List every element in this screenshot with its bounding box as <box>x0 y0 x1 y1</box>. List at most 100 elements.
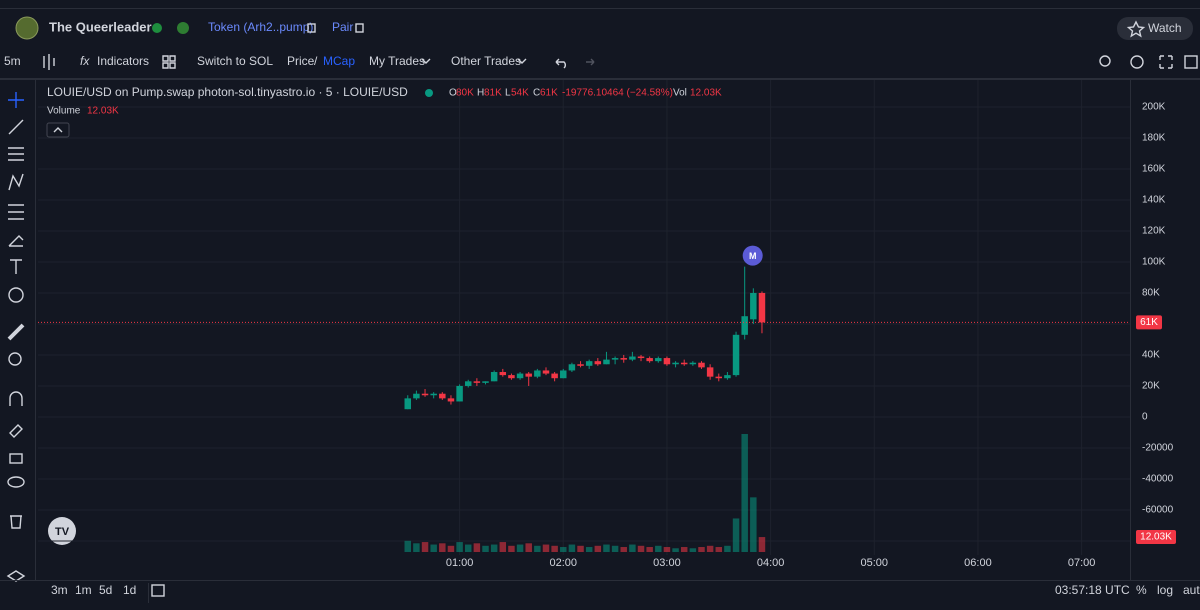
visibility-tool[interactable] <box>7 476 25 488</box>
redo[interactable] <box>586 58 595 66</box>
y-tick-label: -40000 <box>1142 474 1174 485</box>
candle-body <box>482 381 489 383</box>
last-price-tag <box>1136 315 1162 330</box>
crosshair-tool[interactable] <box>8 92 24 108</box>
range-button[interactable]: 5d <box>99 583 112 597</box>
volume-bar <box>482 545 489 552</box>
mcap-toggle[interactable]: MCap <box>323 54 355 68</box>
candle-body <box>672 362 679 365</box>
volume-bar <box>620 547 627 552</box>
chevron <box>53 127 63 133</box>
layout-icon[interactable] <box>162 55 176 69</box>
candle-body <box>430 393 437 396</box>
snapshot-icon[interactable] <box>1184 55 1198 69</box>
candle-body <box>663 358 671 365</box>
pattern-tool[interactable] <box>8 173 24 191</box>
copy-icon[interactable] <box>355 23 364 33</box>
volume-bar <box>741 434 748 552</box>
fullscreen-icon[interactable] <box>1159 55 1173 69</box>
draw-mode-tool[interactable] <box>9 424 23 438</box>
volume-bar <box>464 544 472 552</box>
line-tool[interactable] <box>8 119 24 135</box>
candle-body <box>499 372 507 376</box>
zoom-tool[interactable] <box>8 352 22 366</box>
token-link[interactable]: Token (Arh2..pump) <box>208 20 313 34</box>
volume-bar <box>499 542 507 552</box>
undo[interactable] <box>555 58 566 69</box>
settings-icon[interactable] <box>1130 55 1144 69</box>
y-tick-label: 20K <box>1142 381 1160 392</box>
legend-vol-key: Vol <box>673 88 687 99</box>
chevron <box>421 58 431 64</box>
emoji-tool[interactable] <box>8 287 24 303</box>
volume-bar <box>568 544 576 552</box>
x-tick-label: 06:00 <box>964 557 992 569</box>
candle-body <box>680 362 688 365</box>
candle-body <box>611 358 619 360</box>
interval[interactable]: 5m <box>4 54 21 68</box>
y-tick-label: 200K <box>1142 102 1166 113</box>
y-tick-label: 120K <box>1142 226 1166 237</box>
range-button[interactable]: 3m <box>51 583 68 597</box>
magnet-tool[interactable] <box>9 391 23 406</box>
y-tick-label: 140K <box>1142 195 1166 206</box>
candle-body <box>741 316 748 335</box>
volume-bar <box>594 545 602 552</box>
volume-bar <box>655 545 662 552</box>
my-trades[interactable]: My Trades <box>369 54 425 68</box>
legend-vol-label: 12.03K <box>690 88 722 99</box>
date-range-icon[interactable] <box>151 584 165 597</box>
watch-label[interactable]: Watch <box>1148 21 1182 35</box>
volume-bar <box>689 548 697 552</box>
indicators[interactable]: Indicators <box>97 54 149 68</box>
candle-body <box>464 381 472 386</box>
forecast-tool[interactable] <box>8 204 24 220</box>
log-toggle[interactable]: log <box>1157 583 1173 597</box>
volume-bar <box>447 545 455 552</box>
candles-icon[interactable] <box>43 54 55 70</box>
candle-body <box>508 375 515 379</box>
other-trades[interactable]: Other Trades <box>451 54 521 68</box>
legend-open-label: 80K <box>456 88 474 99</box>
auto-toggle[interactable]: auto <box>1183 583 1200 597</box>
volume-bar <box>534 545 541 552</box>
volume-bar <box>551 545 558 552</box>
percent-toggle[interactable]: % <box>1136 583 1147 597</box>
trade-marker[interactable] <box>742 245 763 266</box>
logo-mark: TV <box>55 526 70 538</box>
volume-bar <box>750 497 757 552</box>
price-toggle[interactable]: Price <box>287 54 315 68</box>
lock-tool[interactable] <box>9 453 23 464</box>
volume-bar <box>758 537 766 552</box>
legend-open-key: O <box>449 88 457 99</box>
brush-tool[interactable] <box>8 235 24 247</box>
range-button[interactable]: 1m <box>75 583 92 597</box>
text-tool[interactable] <box>10 259 22 274</box>
range-button[interactable]: 1d <box>123 583 136 597</box>
clock: 03:57:18 UTC <box>1055 583 1130 597</box>
pair-link[interactable]: Pair <box>332 20 353 34</box>
fib-tool[interactable] <box>8 147 24 161</box>
collapse-button[interactable] <box>46 122 70 138</box>
legend-high-key: H <box>477 88 484 99</box>
volume-bar <box>646 547 653 552</box>
legend-close-label: 61K <box>540 88 558 99</box>
divider <box>0 580 1200 581</box>
search-icon[interactable] <box>1099 55 1111 67</box>
candle-body <box>551 373 558 379</box>
volume-bar <box>516 544 524 552</box>
delete-tool[interactable] <box>10 515 22 529</box>
switch-currency[interactable]: Switch to SOL <box>197 54 273 68</box>
ruler-tool[interactable] <box>7 323 25 341</box>
price-axis-border <box>1130 80 1131 580</box>
fx-icon[interactable]: fx <box>80 54 90 68</box>
volume-bar <box>560 547 567 552</box>
candle-body <box>456 385 463 402</box>
volume-bar <box>663 547 671 552</box>
volume-bar <box>508 545 515 552</box>
volume-bar <box>715 547 723 552</box>
copy-icon[interactable] <box>307 23 316 33</box>
y-tick-label: 180K <box>1142 133 1166 144</box>
token-name: The Queerleader <box>49 19 152 34</box>
